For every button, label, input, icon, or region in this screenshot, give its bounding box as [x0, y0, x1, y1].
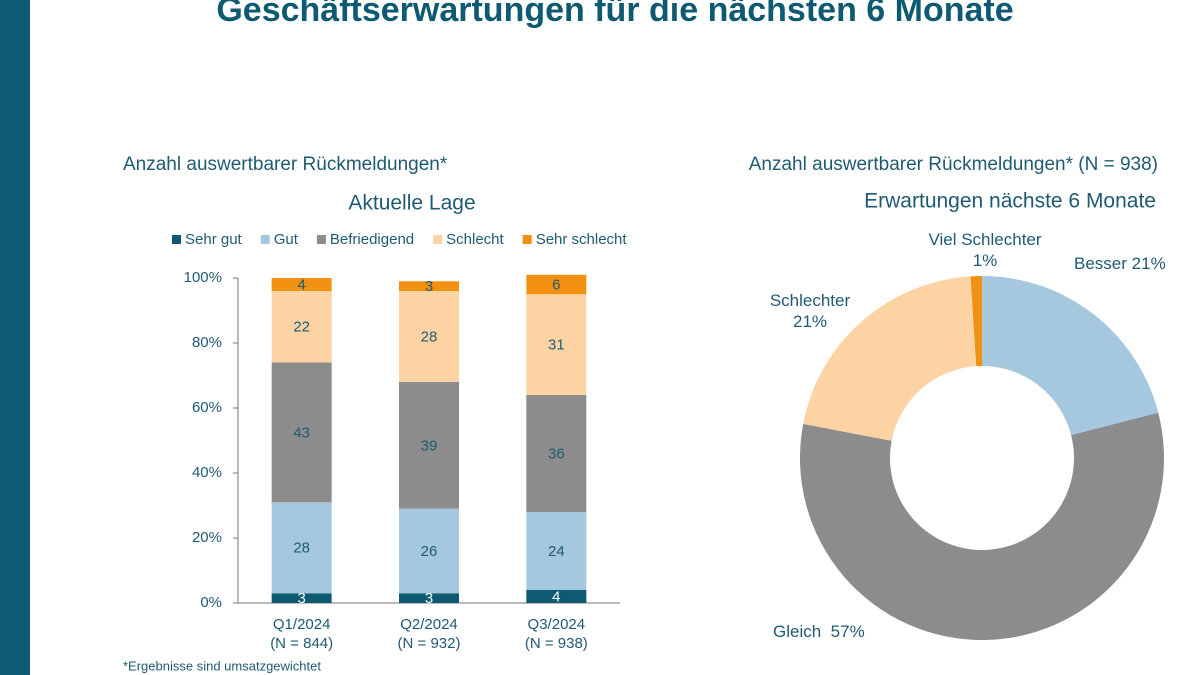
legend-label: Sehr schlecht	[536, 231, 628, 248]
slice-label: Gleich 57%	[773, 621, 913, 642]
slice-label: Schlechter 21%	[760, 290, 860, 332]
x-tick-sublabel: (N = 932)	[398, 635, 461, 652]
data-label: 39	[421, 437, 438, 454]
data-label: 22	[293, 319, 310, 336]
bar-segment	[399, 508, 459, 594]
donut-slice	[799, 412, 1164, 640]
chart-title: Erwartungen nächste 6 Monate	[864, 190, 1156, 213]
bar-segment	[271, 502, 332, 594]
data-label: 28	[293, 540, 310, 557]
side-bar	[0, 0, 30, 675]
slice-label: Besser 21%	[1074, 253, 1200, 274]
donut-slice	[803, 276, 977, 441]
data-label: 31	[548, 337, 565, 354]
data-label: 3	[297, 590, 305, 607]
y-tick-label: 100%	[184, 269, 222, 286]
legend-swatch	[433, 235, 443, 244]
bar-segment	[526, 294, 587, 395]
slice-value-label: 1%	[972, 251, 998, 270]
y-tick-label: 60%	[192, 399, 222, 416]
bar-segment	[526, 395, 587, 512]
data-label: 4	[552, 588, 560, 605]
x-tick-label: Q2/2024	[400, 616, 458, 633]
data-label: 43	[293, 424, 310, 441]
legend-label: Schlecht	[446, 231, 504, 248]
slice-value-label: 57%	[830, 622, 865, 641]
y-tick-label: 40%	[192, 464, 222, 481]
bar-segment	[271, 291, 332, 363]
x-tick-label: Q1/2024	[273, 616, 331, 633]
legend-label: Gut	[274, 231, 299, 248]
slice-label: Viel Schlechter 1%	[915, 229, 1055, 271]
bar-segment	[271, 593, 332, 603]
donut-slice	[982, 276, 1159, 436]
slide-title: Geschäftserwartungen für die nächsten 6 …	[216, 0, 1013, 29]
donut-slice	[970, 276, 982, 367]
x-tick-label: Q3/2024	[528, 616, 586, 633]
x-tick-sublabel: (N = 938)	[525, 635, 588, 652]
slice-category: Viel Schlechter	[928, 230, 1042, 249]
chart-subtitle: Anzahl auswertbarer Rückmeldungen*	[123, 154, 448, 175]
legend-swatch	[260, 235, 270, 244]
y-tick-label: 80%	[192, 334, 222, 351]
bar-segment	[399, 593, 459, 603]
bar-segment	[526, 590, 587, 603]
x-tick-sublabel: (N = 844)	[270, 635, 333, 652]
legend-swatch	[172, 235, 181, 244]
chart-subtitle: Anzahl auswertbarer Rückmeldungen* (N = …	[749, 154, 1158, 175]
y-tick-label: 0%	[200, 594, 222, 611]
data-label: 26	[421, 543, 438, 560]
data-label: 3	[425, 278, 433, 295]
legend-swatch	[522, 235, 532, 244]
legend-swatch	[316, 235, 326, 244]
data-label: 36	[548, 445, 565, 462]
bar-segment	[271, 278, 332, 291]
slice-value-label: 21%	[792, 312, 828, 331]
y-tick-label: 20%	[192, 529, 222, 546]
bar-segment	[399, 382, 459, 509]
bar-segment	[526, 512, 587, 590]
bar-segment	[271, 362, 332, 503]
chart-title: Aktuelle Lage	[348, 192, 475, 215]
bar-segment	[526, 274, 587, 295]
slice-value-label: 21%	[1131, 254, 1166, 273]
bar-segment	[399, 291, 459, 382]
legend-label: Sehr gut	[185, 231, 243, 248]
data-label: 24	[548, 543, 565, 560]
data-label: 3	[425, 590, 433, 607]
data-label: 6	[552, 276, 560, 293]
slice-category: Gleich	[773, 622, 822, 641]
footnote: *Ergebnisse sind umsatzgewichtet	[123, 658, 321, 673]
slice-category: Besser	[1074, 254, 1127, 273]
data-label: 28	[421, 328, 438, 345]
data-label: 4	[297, 276, 305, 293]
legend-label: Befriedigend	[330, 231, 414, 248]
slice-category: Schlechter	[769, 291, 851, 310]
bar-segment	[399, 281, 459, 291]
